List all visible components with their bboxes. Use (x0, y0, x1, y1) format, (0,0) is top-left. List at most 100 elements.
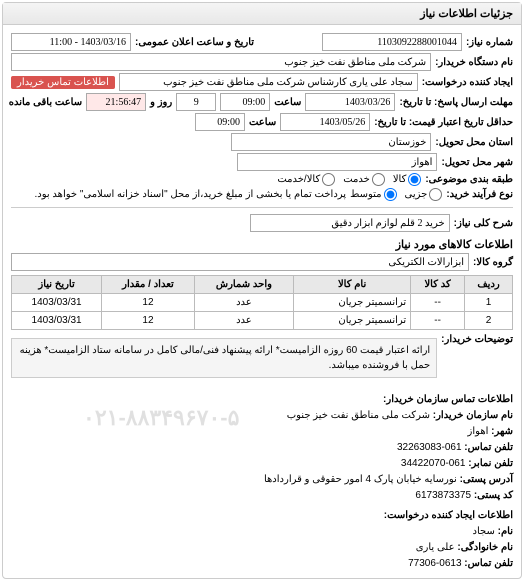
buyer-contact-heading: اطلاعات تماس سازمان خریدار: (11, 392, 513, 408)
zip-lbl: کد پستی: (474, 490, 513, 501)
addr-val: نورسایه خیابان پارک 4 امور حقوقی و قرارد… (264, 474, 457, 485)
row-province: استان محل تحویل: (11, 133, 513, 151)
province-field (231, 133, 431, 151)
row-proc: نوع فرآیند خرید: جزیی متوسط پرداخت تمام … (11, 188, 513, 201)
notes-label: توضیحات خریدار: (441, 334, 513, 345)
org-lbl: نام سازمان خریدار: (433, 410, 513, 421)
city-label: شهر محل تحویل: (441, 157, 513, 168)
col-name: نام کالا (294, 276, 411, 294)
ctel-val: 0613-77306 (408, 558, 461, 569)
cell-code: -- (411, 294, 465, 312)
proc-small-radio[interactable] (429, 188, 442, 201)
row-valid: حداقل تاریخ اعتبار قیمت:‌ تا تاریخ: ساعت (11, 113, 513, 131)
col-date: تاریخ نیاز (12, 276, 102, 294)
days-field (176, 93, 216, 111)
remain-label: ساعت باقی مانده (9, 97, 82, 108)
ln-lbl: نام خانوادگی: (457, 542, 513, 553)
cell-n: 1 (465, 294, 513, 312)
col-code: کد کالا (411, 276, 465, 294)
table-header-row: ردیف کد کالا نام کالا واحد شمارش تعداد /… (12, 276, 513, 294)
subject-field (250, 214, 450, 232)
creator-contact-heading: اطلاعات ایجاد کننده درخواست: (11, 508, 513, 524)
ccity-lbl: شهر: (491, 426, 513, 437)
creator-label: ایجاد کننده درخواست: (422, 77, 513, 88)
remain-time-field (86, 93, 146, 111)
reqno-label: شماره نیاز: (466, 37, 513, 48)
class-both-label: کالا/خدمت (277, 174, 320, 185)
creator-field (119, 73, 418, 91)
class-service-option[interactable]: خدمت (343, 173, 385, 186)
cell-name: ترانسمیتر جریان (294, 312, 411, 330)
col-qty: تعداد / مقدار (102, 276, 195, 294)
addr-lbl: آدرس پستی: (460, 474, 513, 485)
proc-medium-radio[interactable] (384, 188, 397, 201)
panel-body: شماره نیاز: تاریخ و ساعت اعلان عمومی: نا… (3, 25, 521, 386)
days-label: روز و (150, 97, 172, 108)
proc-small-option[interactable]: جزیی (405, 188, 443, 201)
valid-time-field[interactable] (195, 113, 245, 131)
proc-small-label: جزیی (405, 189, 428, 200)
cell-code: -- (411, 312, 465, 330)
proc-label: نوع فرآیند خرید: (446, 189, 513, 200)
panel-title: جزئیات اطلاعات نیاز (3, 3, 521, 25)
fax-lbl: تلفن نمابر: (468, 458, 513, 469)
row-reqno: شماره نیاز: تاریخ و ساعت اعلان عمومی: (11, 33, 513, 51)
tel-val: 061-32263083 (397, 442, 462, 453)
fn-lbl: نام: (498, 526, 513, 537)
row-deadline: مهلت ارسال پاسخ: تا تاریخ: ساعت روز و سا… (11, 93, 513, 111)
cell-date: 1403/03/31 (12, 294, 102, 312)
publicdt-field (11, 33, 131, 51)
fax-val: 061-34422070 (401, 458, 466, 469)
ln-val: علی یاری (416, 542, 455, 553)
deadline-date-field[interactable] (305, 93, 395, 111)
valid-time-label: ساعت (249, 117, 276, 128)
table-row: 1 -- ترانسمیتر جریان عدد 12 1403/03/31 (12, 294, 513, 312)
buyer-contact-badge[interactable]: اطلاعات تماس خریدار (11, 76, 115, 89)
buyer-org-label: نام دستگاه خریدار: (435, 57, 513, 68)
proc-note: پرداخت تمام یا بخشی از مبلغ خرید،از محل … (34, 189, 346, 200)
group-label: گروه کالا: (473, 257, 513, 268)
col-row: ردیف (465, 276, 513, 294)
class-service-radio[interactable] (372, 173, 385, 186)
org-val: شرکت ملی مناطق نفت خیز جنوب (287, 410, 430, 421)
ctel-lbl: تلفن تماس: (464, 558, 513, 569)
valid-date-field[interactable] (280, 113, 370, 131)
row-class: طبقه بندی موضوعی: کالا خدمت کالا/خدمت (11, 173, 513, 186)
class-both-option[interactable]: کالا/خدمت (277, 173, 335, 186)
class-both-radio[interactable] (322, 173, 335, 186)
row-buyer-org: نام دستگاه خریدار: (11, 53, 513, 71)
ccity-val: اهواز (468, 426, 489, 437)
row-city: شهر محل تحویل: (11, 153, 513, 171)
row-creator: ایجاد کننده درخواست: اطلاعات تماس خریدار (11, 73, 513, 91)
proc-medium-option[interactable]: متوسط (350, 188, 396, 201)
class-service-label: خدمت (343, 174, 370, 185)
deadline-time-field[interactable] (220, 93, 270, 111)
cell-unit: عدد (194, 294, 293, 312)
cell-qty: 12 (102, 312, 195, 330)
items-title: اطلاعات کالاهای مورد نیاز (11, 238, 513, 251)
class-goods-radio[interactable] (408, 173, 421, 186)
province-label: استان محل تحویل: (435, 137, 513, 148)
col-unit: واحد شمارش (194, 276, 293, 294)
city-field (237, 153, 437, 171)
cell-name: ترانسمیتر جریان (294, 294, 411, 312)
items-table: ردیف کد کالا نام کالا واحد شمارش تعداد /… (11, 275, 513, 330)
group-field (11, 253, 469, 271)
valid-label: حداقل تاریخ اعتبار قیمت:‌ تا تاریخ: (374, 117, 513, 128)
class-label: طبقه بندی موضوعی: (425, 174, 513, 185)
cell-n: 2 (465, 312, 513, 330)
cell-unit: عدد (194, 312, 293, 330)
reqno-field (322, 33, 462, 51)
deadline-time-label: ساعت (274, 97, 301, 108)
proc-medium-label: متوسط (350, 189, 381, 200)
deadline-label: مهلت ارسال پاسخ: تا تاریخ: (399, 97, 513, 108)
row-notes: توضیحات خریدار: ارائه اعتبار قیمت 60 روز… (11, 334, 513, 378)
buyer-org-field (11, 53, 431, 71)
cell-date: 1403/03/31 (12, 312, 102, 330)
contact-block: اطلاعات تماس سازمان خریدار: نام سازمان خ… (3, 392, 521, 578)
tel-lbl: تلفن تماس: (464, 442, 513, 453)
class-goods-option[interactable]: کالا (393, 173, 422, 186)
class-goods-label: کالا (393, 174, 407, 185)
details-panel: جزئیات اطلاعات نیاز شماره نیاز: تاریخ و … (2, 2, 522, 579)
proc-radio-group: جزیی متوسط (350, 188, 442, 201)
